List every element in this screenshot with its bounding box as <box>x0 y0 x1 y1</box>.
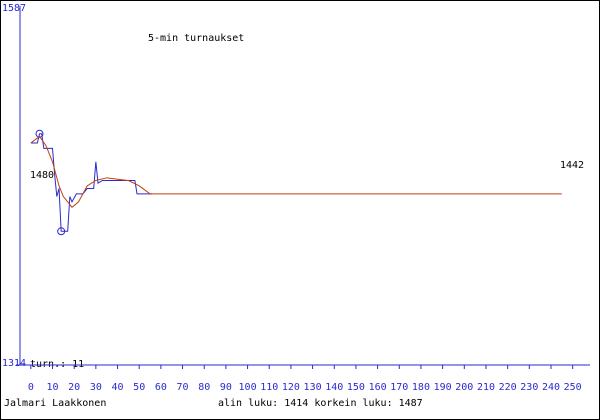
y-tick-label: 1314 <box>2 358 26 369</box>
y-tick-label: 1587 <box>2 3 26 14</box>
summary: alin luku: 1414 korkein luku: 1487 <box>218 398 423 409</box>
x-tick-label: 210 <box>477 382 495 393</box>
x-tick-label: 50 <box>133 382 145 393</box>
x-tick-label: 180 <box>412 382 430 393</box>
x-tick-label: 140 <box>325 382 343 393</box>
x-tick-label: 250 <box>564 382 582 393</box>
x-tick-label: 240 <box>542 382 560 393</box>
x-tick-label: 230 <box>520 382 538 393</box>
x-tick-label: 150 <box>347 382 365 393</box>
x-tick-label: 0 <box>28 382 34 393</box>
x-tick-label: 10 <box>46 382 58 393</box>
x-tick-label: 60 <box>155 382 167 393</box>
line <box>30 133 153 232</box>
x-tick-label: 100 <box>239 382 257 393</box>
end-label: 1442 <box>560 160 584 171</box>
author: Jalmari Laakkonen <box>4 398 106 409</box>
x-tick-label: 70 <box>177 382 189 393</box>
start-label: 1480 <box>30 170 54 181</box>
x-tick-label: 130 <box>304 382 322 393</box>
x-tick-label: 190 <box>434 382 452 393</box>
x-tick-label: 40 <box>112 382 124 393</box>
x-tick-label: 110 <box>260 382 278 393</box>
line <box>30 135 562 208</box>
x-tick-label: 160 <box>369 382 387 393</box>
extreme-marker <box>57 227 66 236</box>
x-tick-label: 170 <box>390 382 408 393</box>
chart-title: 5-min turnaukset <box>148 33 244 44</box>
x-tick-label: 220 <box>499 382 517 393</box>
x-tick-label: 20 <box>68 382 80 393</box>
x-tick-label: 30 <box>90 382 102 393</box>
x-tick-label: 80 <box>198 382 210 393</box>
x-tick-label: 200 <box>455 382 473 393</box>
x-tick-label: 90 <box>220 382 232 393</box>
x-tick-label: 120 <box>282 382 300 393</box>
